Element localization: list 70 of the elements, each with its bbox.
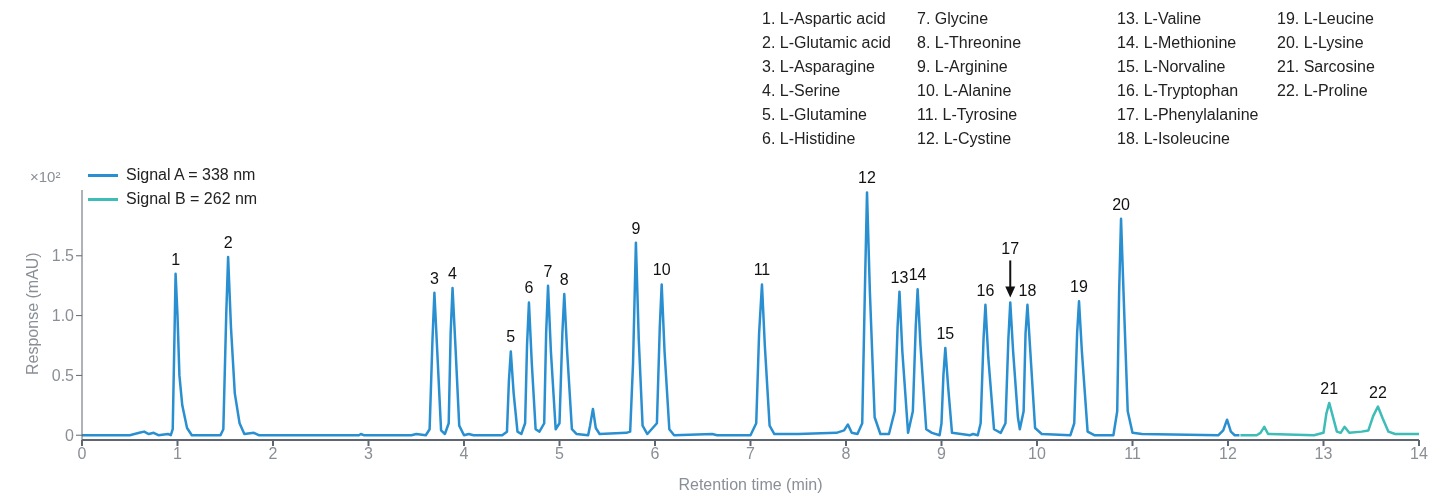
annotation: 6 [524, 279, 534, 297]
text: 14. L-Methionine [1117, 34, 1237, 52]
annotation: 15 [936, 324, 955, 342]
text: 15. L-Norvaline [1117, 58, 1226, 76]
text: 10. L-Alanine [917, 82, 1012, 100]
x-axis-title: Retention time (min) [678, 476, 823, 493]
x-tick-label: 8 [841, 445, 851, 463]
text: 12. L-Cystine [917, 130, 1012, 148]
annotation: 1 [171, 250, 181, 268]
text: 20. L-Lysine [1277, 34, 1364, 52]
text: ×10² [30, 168, 61, 185]
x-tick-label: 7 [746, 445, 756, 463]
x-tick-label: 14 [1410, 445, 1428, 463]
x-tick-label: 6 [650, 445, 660, 463]
x-tick-label: 0 [77, 445, 87, 463]
annotation: 19 [1070, 278, 1089, 296]
y-tick-label: 0.5 [51, 367, 75, 385]
annotation: 4 [448, 265, 458, 283]
annotation: 21 [1320, 379, 1339, 397]
legend-label: Signal B = 262 nm [126, 190, 258, 208]
annotation: 8 [559, 271, 569, 289]
text: 2. L-Glutamic acid [762, 34, 891, 52]
annotation: 22 [1369, 383, 1387, 401]
text: 4. L-Serine [762, 82, 841, 100]
text: 9. L-Arginine [917, 58, 1008, 76]
x-tick-label: 10 [1028, 445, 1046, 463]
x-tick-label: 11 [1124, 445, 1141, 463]
annotation: 9 [631, 219, 641, 237]
x-tick-label: 12 [1219, 445, 1237, 463]
annotation: 18 [1018, 281, 1037, 299]
annotation: 20 [1112, 195, 1131, 213]
y-tick-label: 0 [65, 426, 75, 444]
text: 1. L-Aspartic acid [762, 10, 886, 28]
annotation: 3 [429, 269, 439, 287]
line-series [82, 191, 1241, 437]
annotation: 16 [976, 281, 995, 299]
text: 19. L-Leucine [1277, 10, 1374, 28]
text: 18. L-Isoleucine [1117, 130, 1230, 148]
annotation: 5 [506, 328, 516, 346]
annotation: 11 [753, 261, 771, 279]
text: 22. L-Proline [1277, 82, 1368, 100]
text: 13. L-Valine [1117, 10, 1202, 28]
y-tick-label: 1.0 [51, 307, 75, 325]
annotation: 2 [223, 233, 233, 251]
text: 17. L-Phenylalanine [1117, 106, 1259, 124]
annotation: 13 [890, 268, 909, 286]
legend-label: Signal A = 338 nm [126, 166, 256, 184]
x-tick-label: 1 [173, 445, 183, 463]
line-series [1239, 401, 1419, 437]
x-tick-label: 5 [555, 445, 565, 463]
x-tick-label: 3 [364, 445, 374, 463]
annotation: 10 [652, 261, 671, 279]
text: 21. Sarcosine [1277, 58, 1375, 76]
text: 5. L-Glutamine [762, 106, 867, 124]
text: 11. L-Tyrosine [917, 106, 1018, 124]
text: 6. L-Histidine [762, 130, 856, 148]
annotation: 17 [1001, 240, 1020, 258]
annotation: 12 [858, 169, 877, 187]
y-axis-title: Response (mAU) [23, 252, 41, 375]
annotation: 7 [543, 262, 553, 280]
text: 3. L-Asparagine [762, 58, 875, 76]
text: 16. L-Tryptophan [1117, 82, 1239, 100]
text: 7. Glycine [917, 10, 989, 28]
x-tick-label: 13 [1314, 445, 1333, 463]
annotation: 14 [908, 266, 927, 284]
y-tick-label: 1.5 [51, 247, 75, 265]
x-tick-label: 9 [937, 445, 947, 463]
x-tick-label: 4 [459, 445, 469, 463]
text: 8. L-Threonine [917, 34, 1022, 52]
x-tick-label: 2 [268, 445, 278, 463]
